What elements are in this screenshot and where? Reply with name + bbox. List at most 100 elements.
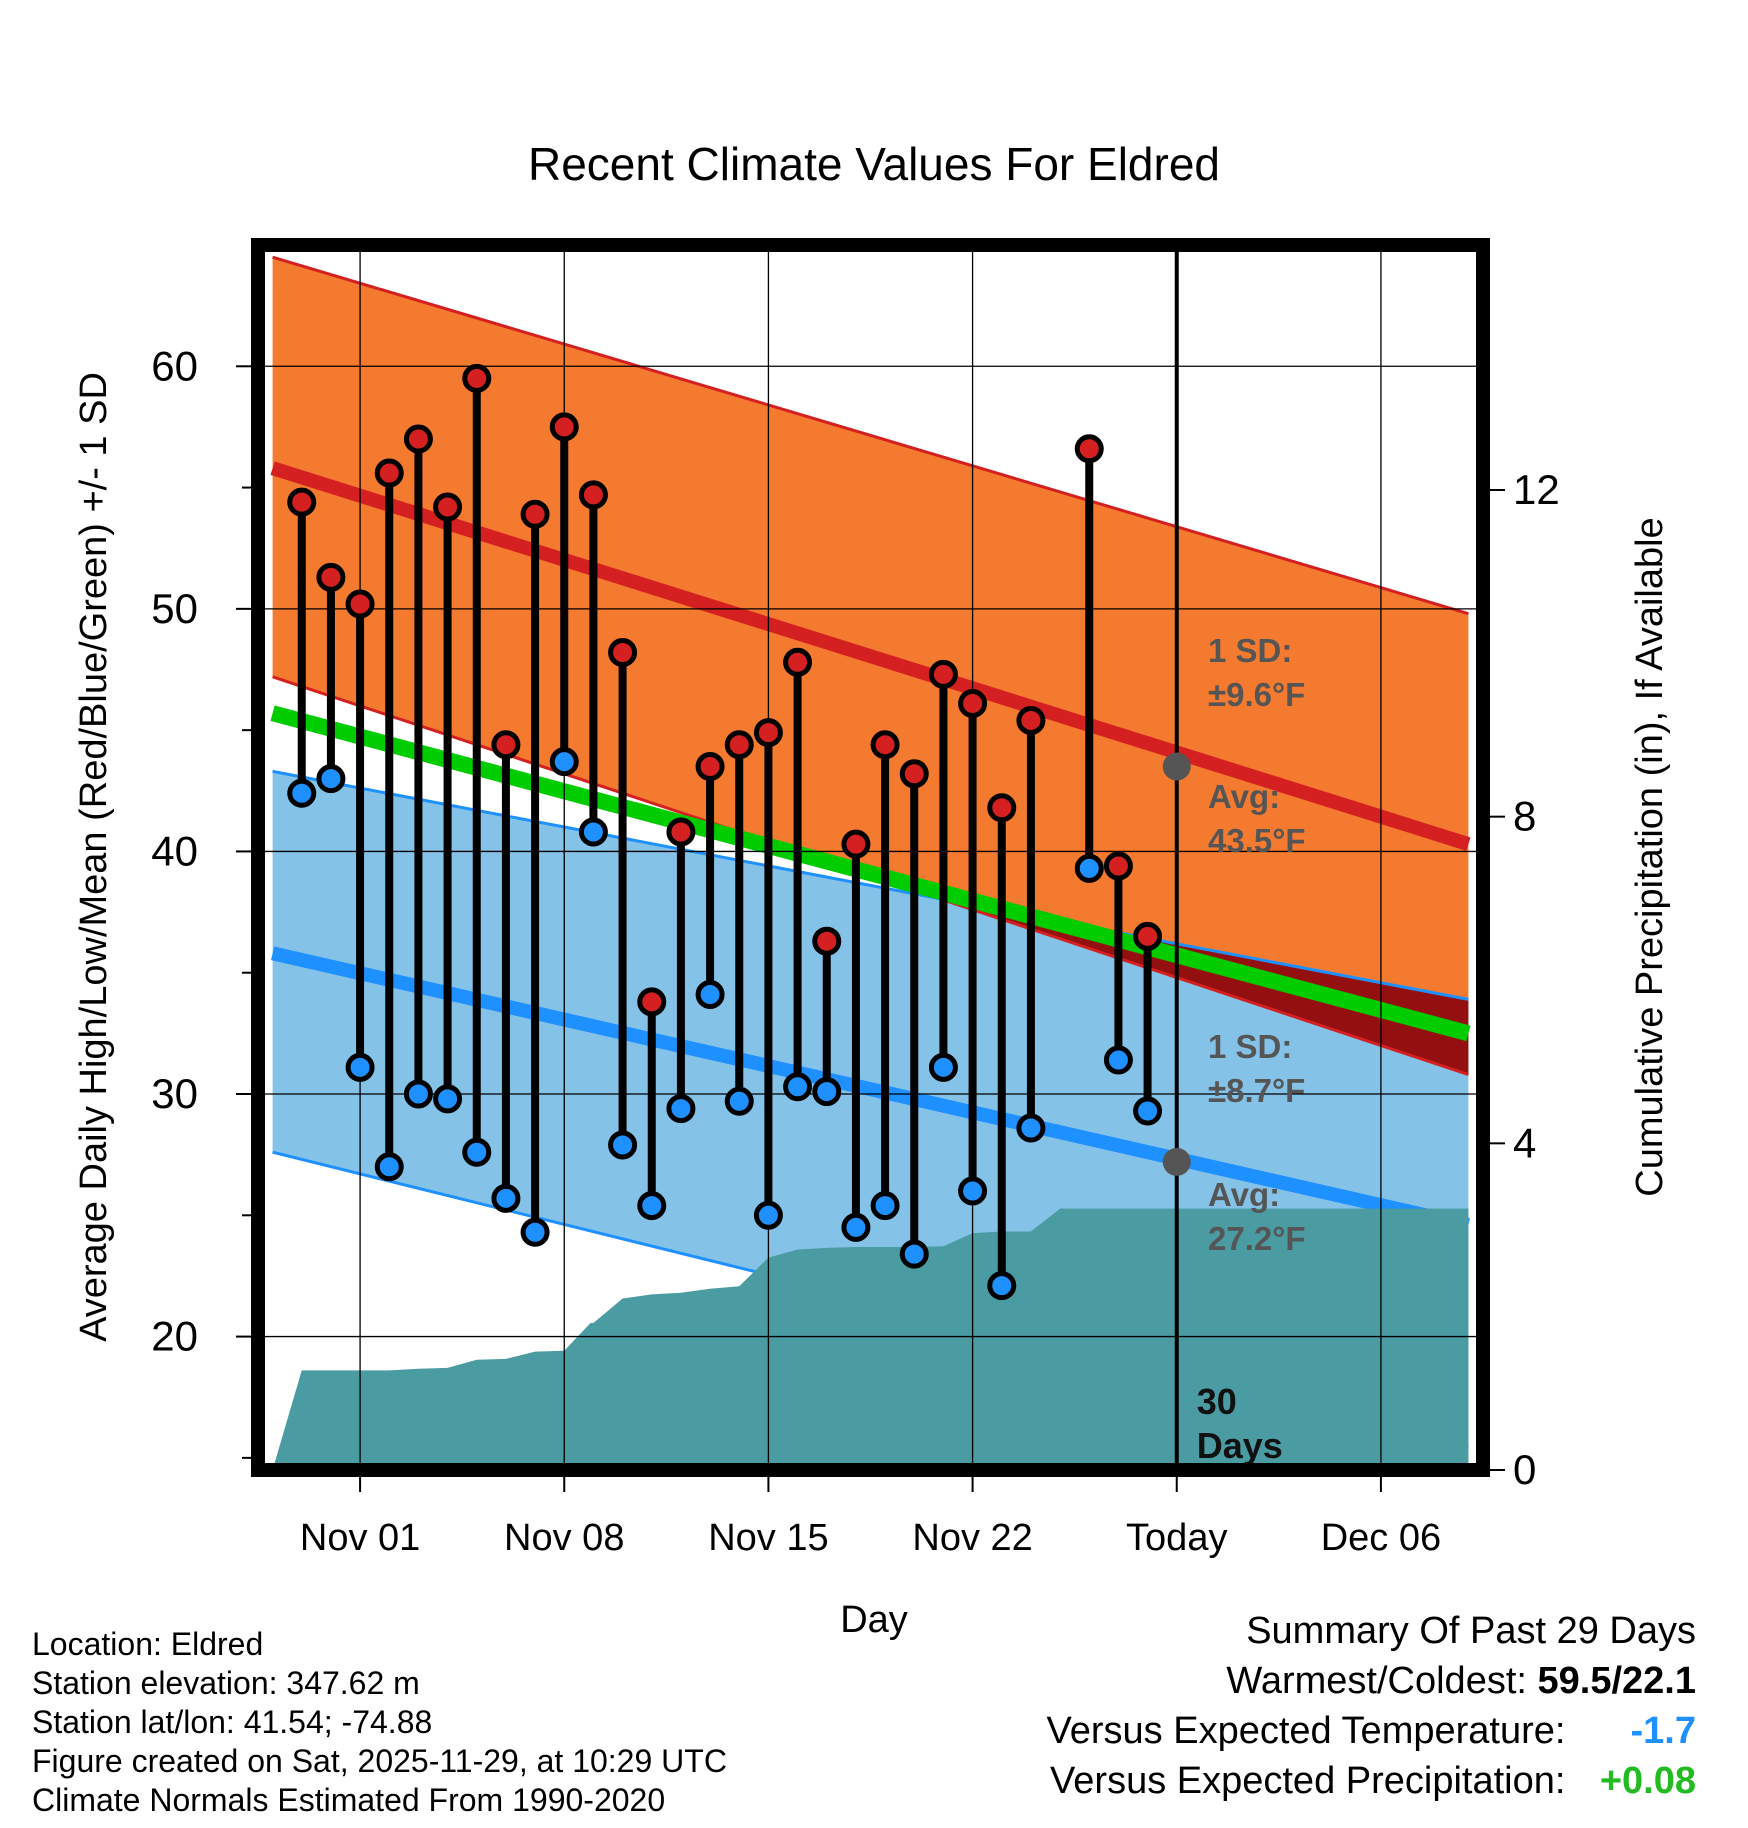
elevation-text: Station elevation: 347.62 m bbox=[32, 1665, 420, 1701]
y-tick-label: 20 bbox=[151, 1313, 198, 1360]
mean-temperature-line bbox=[270, 705, 1471, 1042]
summary-temp-row: Versus Expected Temperature: -1.7 bbox=[1047, 1706, 1696, 1756]
today-high-average-marker bbox=[1162, 752, 1191, 781]
axes: Nov 01 Nov 08 Nov 15 Nov 22 Today Dec 06 20 30 4… bbox=[151, 342, 1559, 1559]
high-point bbox=[403, 424, 433, 454]
low-point bbox=[287, 778, 317, 808]
today-days-line: 30 bbox=[1197, 1381, 1237, 1422]
low-point bbox=[841, 1212, 871, 1242]
high-sd-label: 1 SD: bbox=[1208, 632, 1292, 669]
high-point bbox=[637, 987, 667, 1017]
low-sd-label: 1 SD: bbox=[1208, 1028, 1292, 1065]
high-point bbox=[462, 363, 492, 393]
low-point bbox=[987, 1271, 1017, 1301]
high-point bbox=[753, 718, 783, 748]
today-days-line: Days bbox=[1197, 1425, 1283, 1466]
y2-tick-label: 12 bbox=[1513, 466, 1560, 513]
plot-frame bbox=[251, 238, 1490, 1477]
x-tick-label: Nov 15 bbox=[708, 1517, 828, 1559]
y-tick-label: 40 bbox=[151, 827, 198, 874]
high-point bbox=[1103, 851, 1133, 881]
cumulative-precipitation-area bbox=[272, 1208, 1469, 1470]
x-tick-label: Nov 08 bbox=[504, 1517, 624, 1559]
low-point bbox=[433, 1084, 463, 1114]
low-point bbox=[345, 1052, 375, 1082]
low-point bbox=[403, 1079, 433, 1109]
low-upper-line bbox=[272, 769, 1469, 1001]
high-point bbox=[958, 688, 988, 718]
high-point bbox=[870, 730, 900, 760]
station-info: Location: Eldred Station elevation: 347.… bbox=[32, 1625, 727, 1820]
warm-cold-label: Warmest/Coldest: bbox=[1226, 1660, 1527, 1702]
low-point bbox=[491, 1183, 521, 1213]
x-axis-label: Day bbox=[840, 1599, 908, 1641]
x-tick-label: Nov 01 bbox=[300, 1517, 420, 1559]
y-tick-label: 30 bbox=[151, 1070, 198, 1117]
low-point bbox=[1133, 1096, 1163, 1126]
low-avg-label: Avg: bbox=[1208, 1176, 1280, 1213]
high-point bbox=[724, 730, 754, 760]
high-sd-band bbox=[272, 257, 1469, 1075]
precip-label: Versus Expected Precipitation: bbox=[1050, 1760, 1566, 1802]
high-point bbox=[316, 562, 346, 592]
summary-warm-cold-row: Warmest/Coldest: 59.5/22.1 bbox=[1047, 1656, 1696, 1706]
x-tick-label: Nov 22 bbox=[912, 1517, 1032, 1559]
high-avg-value: 43.5°F bbox=[1208, 822, 1306, 859]
y-axis-label: Average Daily High/Low/Mean (Red/Blue/Gr… bbox=[73, 372, 115, 1342]
low-point bbox=[783, 1072, 813, 1102]
high-point bbox=[1016, 705, 1046, 735]
low-point bbox=[374, 1152, 404, 1182]
low-point bbox=[928, 1052, 958, 1082]
y2-axis-label: Cumulative Precipitation (in), If Availa… bbox=[1629, 517, 1671, 1196]
low-point bbox=[578, 817, 608, 847]
low-point bbox=[724, 1086, 754, 1116]
high-upper-line bbox=[272, 255, 1469, 616]
summary-panel: Summary Of Past 29 Days Warmest/Coldest:… bbox=[1047, 1606, 1696, 1806]
low-point bbox=[812, 1077, 842, 1107]
y2-tick-label: 8 bbox=[1513, 793, 1536, 840]
today-low-average-marker bbox=[1162, 1147, 1191, 1176]
high-point bbox=[841, 829, 871, 859]
warm-cold-value: 59.5/22.1 bbox=[1537, 1660, 1696, 1702]
average-low-line bbox=[271, 946, 1470, 1232]
low-point bbox=[1016, 1113, 1046, 1143]
y2-tick-label: 0 bbox=[1513, 1446, 1536, 1493]
high-point bbox=[345, 589, 375, 619]
high-point bbox=[287, 487, 317, 517]
high-point bbox=[608, 638, 638, 668]
low-point bbox=[695, 980, 725, 1010]
low-avg-value: 27.2°F bbox=[1208, 1220, 1306, 1257]
today-days-label: 30 Days bbox=[1197, 1381, 1283, 1466]
normals-text: Climate Normals Estimated From 1990-2020 bbox=[32, 1782, 666, 1818]
created-text: Figure created on Sat, 2025-11-29, at 10… bbox=[32, 1743, 727, 1779]
high-point bbox=[783, 647, 813, 677]
location-text: Location: Eldred bbox=[32, 1626, 264, 1662]
y2-tick-label: 4 bbox=[1513, 1119, 1536, 1166]
high-point bbox=[987, 793, 1017, 823]
low-point bbox=[316, 764, 346, 794]
y-tick-label: 60 bbox=[151, 342, 198, 389]
high-sd-value: ±9.6°F bbox=[1208, 676, 1305, 713]
high-point bbox=[899, 759, 929, 789]
high-point bbox=[433, 492, 463, 522]
high-point bbox=[812, 926, 842, 956]
low-point bbox=[666, 1094, 696, 1124]
high-point bbox=[491, 730, 521, 760]
high-point bbox=[549, 412, 579, 442]
summary-precip-row: Versus Expected Precipitation: +0.08 bbox=[1047, 1756, 1696, 1806]
low-point bbox=[958, 1176, 988, 1206]
low-point bbox=[753, 1200, 783, 1230]
x-tick-label: Dec 06 bbox=[1321, 1517, 1441, 1559]
high-point bbox=[666, 817, 696, 847]
y-tick-label: 50 bbox=[151, 585, 198, 632]
high-point bbox=[374, 458, 404, 488]
high-point bbox=[578, 480, 608, 510]
low-point bbox=[608, 1130, 638, 1160]
high-point bbox=[1133, 921, 1163, 951]
low-sd-value: ±8.7°F bbox=[1208, 1072, 1305, 1109]
high-avg-label: Avg: bbox=[1208, 778, 1280, 815]
high-point bbox=[520, 499, 550, 529]
low-point bbox=[637, 1191, 667, 1221]
low-point bbox=[870, 1191, 900, 1221]
